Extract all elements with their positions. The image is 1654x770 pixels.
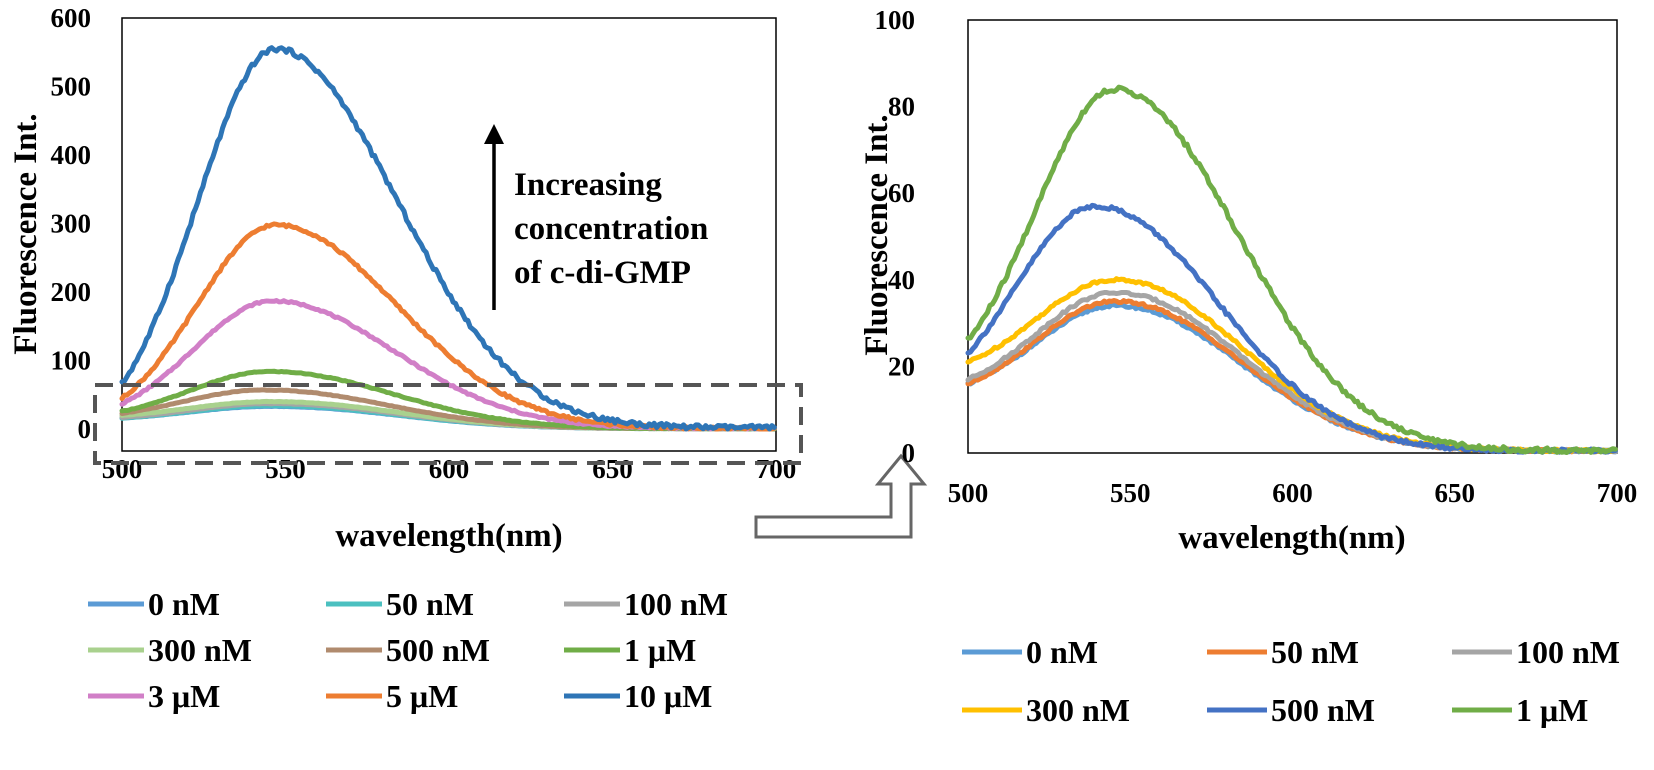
right-y-tick-label: 40 <box>888 265 915 295</box>
right-legend-item: 100 nM <box>1452 634 1620 670</box>
left-series-line <box>119 45 777 432</box>
left-legend-label: 3 μM <box>148 678 220 714</box>
right-x-tick-labels: 500 550 600 650 700 <box>948 478 1638 508</box>
left-legend-label: 500 nM <box>386 632 490 668</box>
increase-arrow-head <box>484 124 504 144</box>
right-y-tick-labels: 0 20 40 60 80 100 <box>875 5 916 468</box>
left-legend-label: 10 μM <box>624 678 712 714</box>
left-y-tick-label: 0 <box>78 414 92 444</box>
left-y-tick-label: 500 <box>51 72 92 102</box>
right-series-line <box>965 84 1618 456</box>
left-x-tick-label: 650 <box>592 454 633 484</box>
left-legend-item: 1 μM <box>564 632 696 668</box>
zoom-region-box <box>93 383 803 465</box>
left-y-tick-label: 300 <box>51 209 92 239</box>
left-x-tick-label: 700 <box>756 454 797 484</box>
left-x-axis-title: wavelength(nm) <box>335 518 562 554</box>
left-legend-item: 50 nM <box>326 586 474 622</box>
right-series-line <box>965 276 1618 455</box>
left-x-tick-label: 550 <box>265 454 306 484</box>
right-plot-frame <box>967 19 1618 454</box>
left-series-group <box>119 45 777 432</box>
right-legend: 0 nM 50 nM 100 nM 300 nM 500 nM 1 μM <box>962 634 1620 728</box>
left-legend-item: 0 nM <box>88 586 220 622</box>
right-legend-label: 1 μM <box>1516 692 1588 728</box>
left-legend-item: 10 μM <box>564 678 712 714</box>
zoom-arrow-icon <box>754 453 928 539</box>
right-legend-item: 50 nM <box>1207 634 1359 670</box>
right-x-axis-title: wavelength(nm) <box>1178 520 1405 556</box>
left-y-tick-label: 100 <box>51 346 92 376</box>
right-x-tick-label: 500 <box>948 478 989 508</box>
right-x-tick-label: 550 <box>1110 478 1151 508</box>
right-y-tick-label: 60 <box>888 178 915 208</box>
left-y-tick-label: 600 <box>51 3 92 33</box>
annotation-line-1: Increasing <box>514 167 662 203</box>
left-legend-label: 1 μM <box>624 632 696 668</box>
left-y-tick-labels: 0 100 200 300 400 500 600 <box>51 3 92 444</box>
right-legend-label: 100 nM <box>1516 634 1620 670</box>
left-legend-item: 300 nM <box>88 632 252 668</box>
annotation-line-2: concentration <box>514 211 708 247</box>
left-legend-label: 50 nM <box>386 586 474 622</box>
left-legend-label: 300 nM <box>148 632 252 668</box>
right-y-tick-label: 0 <box>902 438 916 468</box>
left-y-tick-label: 400 <box>51 140 92 170</box>
right-legend-item: 300 nM <box>962 692 1130 728</box>
right-y-tick-label: 100 <box>875 5 916 35</box>
right-y-axis-title: Fluorescence Int. <box>859 114 895 355</box>
left-y-tick-label: 200 <box>51 277 92 307</box>
left-chart: 500 550 600 650 700 0 100 200 300 400 500 600 wave… <box>8 3 803 554</box>
left-legend-label: 5 μM <box>386 678 458 714</box>
right-legend-label: 0 nM <box>1026 634 1098 670</box>
left-x-tick-label: 600 <box>429 454 470 484</box>
left-legend-label: 0 nM <box>148 586 220 622</box>
right-legend-label: 500 nM <box>1271 692 1375 728</box>
left-legend-item: 5 μM <box>326 678 458 714</box>
right-legend-label: 300 nM <box>1026 692 1130 728</box>
left-x-tick-label: 500 <box>102 454 143 484</box>
left-legend-label: 100 nM <box>624 586 728 622</box>
right-series-group <box>965 84 1618 456</box>
left-legend: 0 nM 50 nM 100 nM 300 nM 500 nM 1 μM 3 μM 5 μM 1… <box>88 586 728 714</box>
left-x-tick-labels: 500 550 600 650 700 <box>102 454 797 484</box>
right-legend-item: 0 nM <box>962 634 1098 670</box>
right-y-tick-label: 20 <box>888 351 915 381</box>
right-y-tick-label: 80 <box>888 92 915 122</box>
right-chart: 500 550 600 650 700 0 20 40 60 80 100 wavelength(… <box>859 5 1637 556</box>
right-x-tick-label: 600 <box>1272 478 1313 508</box>
right-x-tick-label: 650 <box>1435 478 1476 508</box>
left-legend-item: 100 nM <box>564 586 728 622</box>
left-y-axis-title: Fluorescence Int. <box>8 113 44 354</box>
left-legend-item: 3 μM <box>88 678 220 714</box>
right-legend-item: 1 μM <box>1452 692 1588 728</box>
annotation-line-3: of c-di-GMP <box>514 255 691 291</box>
right-legend-label: 50 nM <box>1271 634 1359 670</box>
right-x-tick-label: 700 <box>1597 478 1638 508</box>
left-legend-item: 500 nM <box>326 632 490 668</box>
right-legend-item: 500 nM <box>1207 692 1375 728</box>
left-plot-frame <box>121 17 777 452</box>
